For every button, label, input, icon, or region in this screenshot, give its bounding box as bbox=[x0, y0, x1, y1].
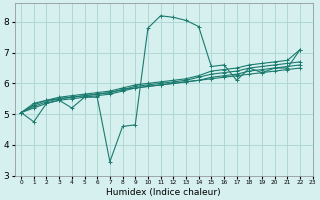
X-axis label: Humidex (Indice chaleur): Humidex (Indice chaleur) bbox=[107, 188, 221, 197]
